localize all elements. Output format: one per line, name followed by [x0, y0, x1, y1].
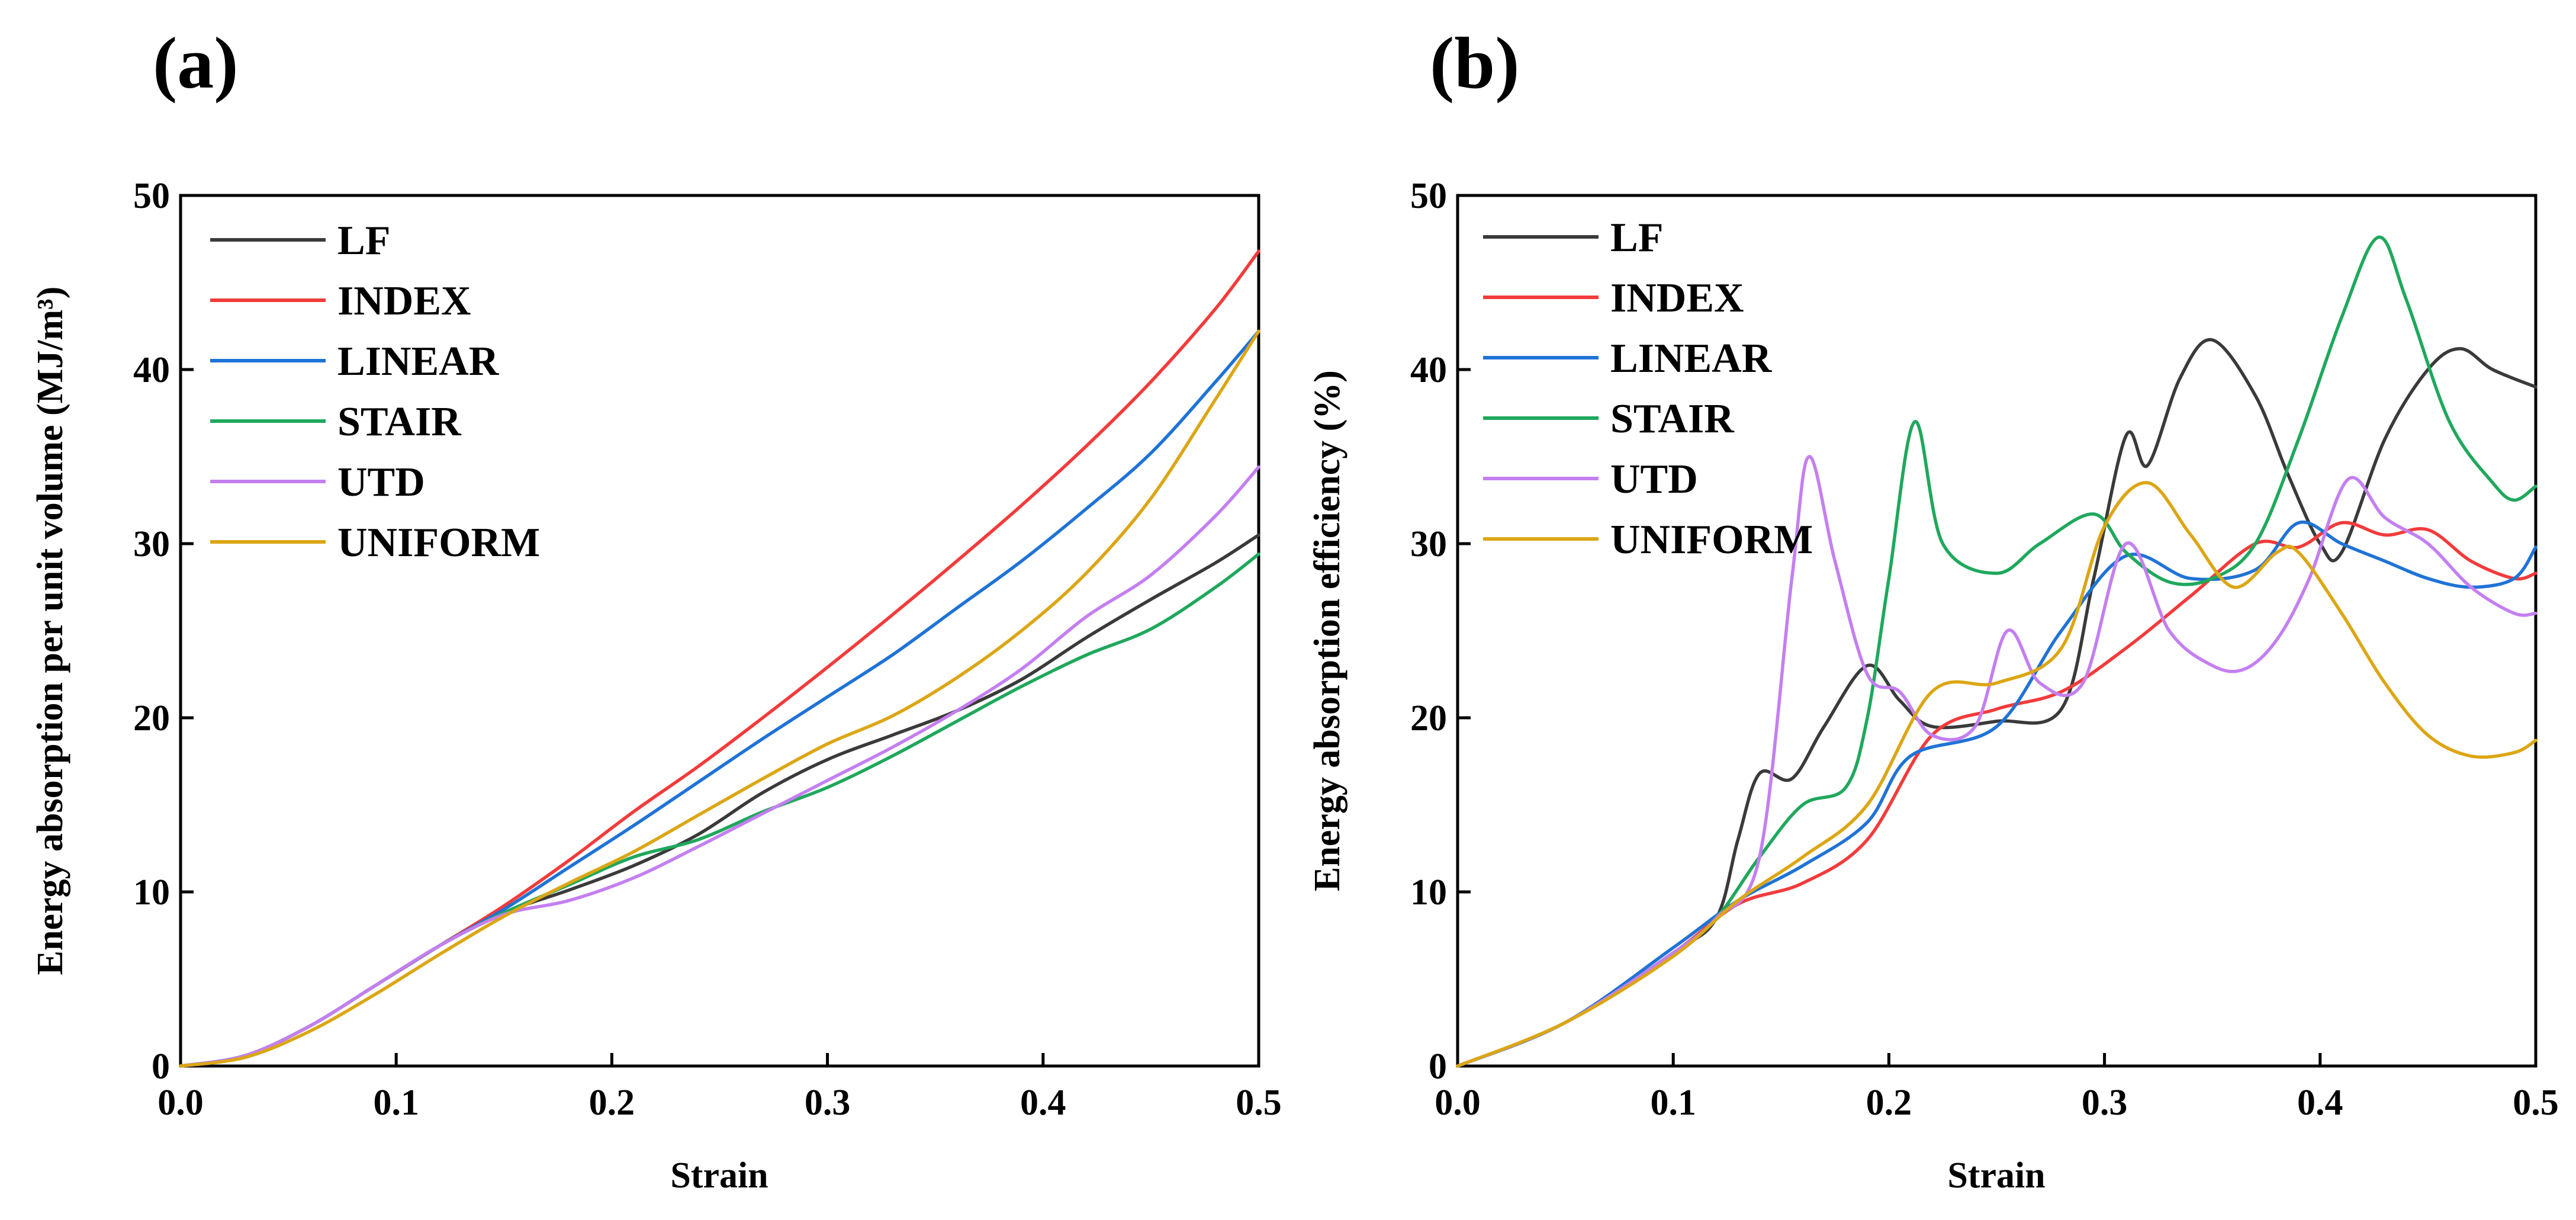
panel-b-y-axis-title: Energy absorption efficiency (%) — [1307, 370, 1348, 891]
panel-a-y-tick-label: 10 — [133, 872, 170, 913]
panel-b-legend-label-index: INDEX — [1610, 275, 1744, 321]
panel-b-legend-label-lf: LF — [1610, 215, 1663, 261]
panel-b-legend-label-linear: LINEAR — [1610, 336, 1773, 381]
panel-a-x-ticks: 0.0 0.1 0.2 0.3 0.4 0.5 — [157, 1053, 1282, 1123]
panel-a-x-tick-label: 0.5 — [1236, 1083, 1282, 1123]
chart-panel-a: (a) 0.0 0.1 0.2 0.3 0.4 0.5 0 10 20 30 40 50 LF IND… — [30, 23, 1282, 1196]
panel-b-legend-label-uniform: UNIFORM — [1610, 517, 1813, 563]
panel-a-series — [179, 249, 1260, 1068]
panel-b-y-tick-label: 50 — [1410, 176, 1447, 216]
panel-a-legend-label-lf: LF — [337, 218, 390, 264]
panel-b-x-tick-label: 0.1 — [1650, 1083, 1696, 1123]
panel-b-series-line-utd — [1456, 455, 2538, 1068]
panel-a-legend-label-utd: UTD — [337, 460, 425, 505]
panel-a-y-tick-label: 50 — [133, 176, 170, 216]
panel-a-legend-label-uniform: UNIFORM — [337, 520, 540, 566]
panel-a-legend-label-stair: STAIR — [337, 399, 462, 445]
panel-b-y-tick-label: 20 — [1410, 698, 1447, 739]
panel-b-series-line-linear — [1456, 520, 2538, 1068]
panel-a-plot-frame — [179, 194, 1260, 1068]
panel-a-y-axis-title: Energy absorption per unit volume (MJ/m³… — [30, 287, 70, 975]
panel-a-y-tick-label: 40 — [133, 350, 170, 390]
panel-b-y-ticks: 0 10 20 30 40 50 — [1410, 176, 1471, 1087]
panel-a-y-tick-label: 30 — [133, 524, 170, 564]
panel-a-y-tick-label: 20 — [133, 698, 170, 739]
panel-b-y-tick-label: 0 — [1429, 1046, 1447, 1087]
panel-a-x-tick-label: 0.3 — [805, 1083, 851, 1123]
panel-a-legend-label-linear: LINEAR — [337, 339, 500, 384]
panel-b-x-ticks: 0.0 0.1 0.2 0.3 0.4 0.5 — [1435, 1053, 2559, 1123]
panel-b-x-tick-label: 0.0 — [1435, 1083, 1481, 1123]
panel-a-series-line-uniform — [179, 329, 1260, 1068]
panel-a-legend-label-index: INDEX — [337, 278, 471, 324]
panel-b-label: (b) — [1430, 23, 1520, 104]
panel-a-y-tick-label: 0 — [152, 1046, 170, 1087]
panel-b-legend-label-utd: UTD — [1610, 457, 1698, 502]
panel-b-x-tick-label: 0.3 — [2082, 1083, 2128, 1123]
panel-a-x-tick-label: 0.2 — [589, 1083, 635, 1123]
panel-b-x-axis-title: Strain — [1947, 1155, 2045, 1196]
panel-b-legend: LF INDEX LINEAR STAIR UTD UNIFORM — [1483, 215, 1813, 563]
panel-a-label: (a) — [153, 23, 239, 104]
panel-b-x-tick-label: 0.5 — [2513, 1083, 2559, 1123]
panel-b-y-tick-label: 30 — [1410, 524, 1447, 564]
panel-b-series-line-lf — [1456, 338, 2538, 1068]
panel-b-y-tick-label: 10 — [1410, 872, 1447, 913]
panel-a-x-tick-label: 0.0 — [157, 1083, 204, 1123]
panel-a-x-tick-label: 0.1 — [373, 1083, 419, 1123]
panel-b-plot-frame — [1456, 194, 2538, 1068]
panel-a-series-line-utd — [179, 465, 1260, 1068]
panel-a-series-line-lf — [179, 533, 1260, 1068]
panel-b-x-tick-label: 0.2 — [1866, 1083, 1912, 1123]
panel-a-x-tick-label: 0.4 — [1020, 1083, 1066, 1123]
panel-b-series-line-index — [1456, 521, 2538, 1068]
panel-a-legend: LF INDEX LINEAR STAIR UTD UNIFORM — [210, 218, 540, 566]
panel-b-legend-label-stair: STAIR — [1610, 396, 1735, 442]
panel-a-x-axis-title: Strain — [670, 1155, 768, 1196]
panel-b-y-tick-label: 40 — [1410, 350, 1447, 390]
panel-b-series — [1456, 235, 2538, 1068]
panel-a-y-ticks: 0 10 20 30 40 50 — [133, 176, 194, 1087]
chart-panel-b: (b) 0.0 0.1 0.2 0.3 0.4 0.5 0 10 20 30 40 50 LF IND… — [1307, 23, 2559, 1196]
panel-b-series-line-uniform — [1456, 481, 2538, 1068]
panel-b-x-tick-label: 0.4 — [2297, 1083, 2343, 1123]
